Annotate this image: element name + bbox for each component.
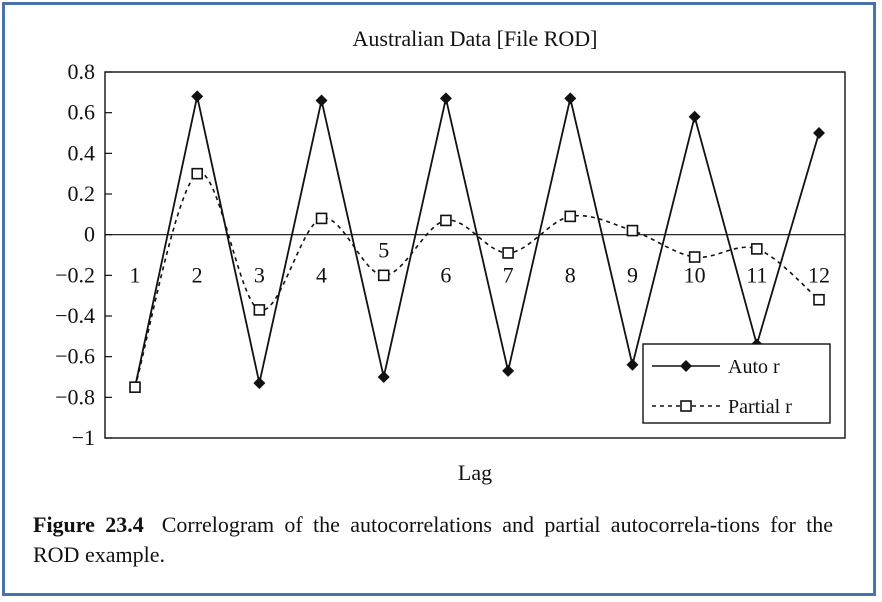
y-tick-label: −0.2 xyxy=(55,262,95,287)
caption-label: Figure 23.4 xyxy=(33,512,144,537)
y-tick-label: 0.2 xyxy=(68,181,96,206)
legend-auto-marker xyxy=(680,360,692,372)
lag-label: 8 xyxy=(565,263,576,288)
x-axis-label: Lag xyxy=(458,460,492,485)
y-tick-label: 0.4 xyxy=(68,140,96,165)
figure-caption: Figure 23.4 Correlogram of the autocorrel… xyxy=(33,510,833,570)
auto-r-point xyxy=(253,377,266,390)
series-markers xyxy=(129,90,825,394)
caption-text: Correlogram of the autocorrelations and … xyxy=(33,512,833,567)
legend-box xyxy=(642,343,831,424)
y-tick-label: 0.6 xyxy=(68,100,96,125)
y-tick-label: −1 xyxy=(72,425,95,450)
lag-label: 4 xyxy=(316,263,327,288)
lag-label: 1 xyxy=(130,263,141,288)
plot-area-border xyxy=(104,71,846,439)
lag-label: 7 xyxy=(503,263,514,288)
correlogram-chart: Australian Data [File ROD] 0.80.60.40.20… xyxy=(55,26,846,485)
partial-r-point xyxy=(751,243,763,255)
lag-label: 3 xyxy=(254,263,265,288)
y-tick-label: −0.4 xyxy=(55,303,95,328)
legend-auto-label: Auto r xyxy=(728,356,780,378)
y-axis: 0.8 0.6 0.4 0.2 0 −0.2 −0.4 −0.6 −0.8 −1 xyxy=(55,59,112,450)
lag-label: 5 xyxy=(378,238,389,263)
partial-r-point xyxy=(191,167,203,180)
series-lines xyxy=(134,96,820,388)
auto-r-point xyxy=(626,358,639,371)
auto-r-point xyxy=(688,110,701,123)
partial-r-point xyxy=(502,247,514,259)
legend-partial-marker xyxy=(680,400,692,412)
lag-label: 6 xyxy=(440,263,451,288)
partial-r-line xyxy=(134,172,820,388)
auto-r-point xyxy=(813,127,825,139)
legend: Auto r Partial r xyxy=(642,343,831,424)
figure-frame xyxy=(2,2,876,596)
partial-r-point xyxy=(315,212,328,225)
y-tick-label: 0.8 xyxy=(68,59,96,84)
auto-r-point xyxy=(564,92,577,105)
partial-r-point xyxy=(564,210,577,223)
partial-r-point xyxy=(626,224,639,237)
partial-r-point xyxy=(377,269,390,282)
partial-r-point xyxy=(688,251,701,263)
auto-r-line xyxy=(134,96,820,388)
legend-partial-label: Partial r xyxy=(728,396,792,418)
lag-label: 10 xyxy=(684,263,706,288)
y-tick-label: −0.8 xyxy=(55,384,95,409)
lag-label: 9 xyxy=(627,263,638,288)
y-tick-label: 0 xyxy=(84,222,95,247)
partial-r-point xyxy=(253,304,266,316)
auto-r-point xyxy=(502,364,515,377)
auto-r-point xyxy=(191,90,204,103)
x-axis-lag-labels: 1 2 3 456 7 8 9 10 11 12 xyxy=(130,238,831,288)
partial-r-point xyxy=(129,381,141,393)
lag-label: 12 xyxy=(808,263,830,288)
auto-r-point xyxy=(439,92,452,105)
chart-title: Australian Data [File ROD] xyxy=(353,26,598,51)
lag-label: 2 xyxy=(192,263,203,288)
auto-r-point xyxy=(315,94,328,107)
partial-r-point xyxy=(813,293,825,306)
partial-r-point xyxy=(440,214,452,227)
auto-r-point xyxy=(377,371,390,383)
lag-label: 11 xyxy=(746,263,767,288)
y-tick-label: −0.6 xyxy=(55,344,95,369)
